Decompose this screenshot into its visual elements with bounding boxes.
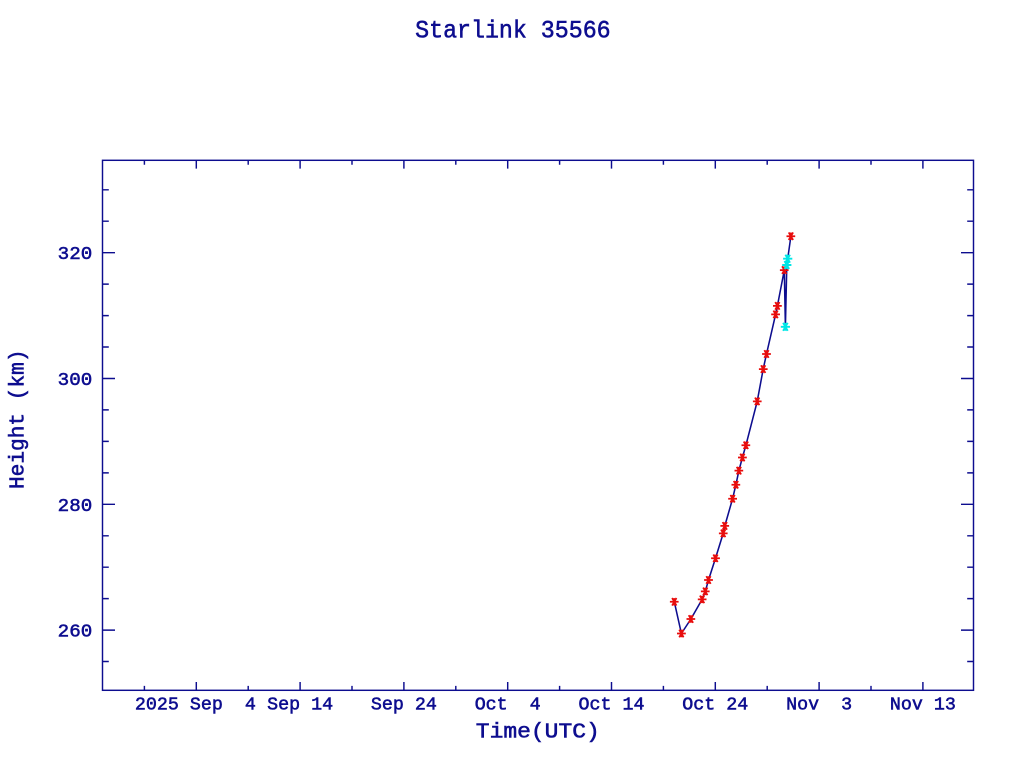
svg-text:280: 280 xyxy=(58,496,93,517)
svg-text:320: 320 xyxy=(58,244,93,265)
svg-text:Starlink 35566: Starlink 35566 xyxy=(415,17,611,46)
svg-text:Nov 3: Nov 3 xyxy=(786,695,852,716)
svg-text:Nov 13: Nov 13 xyxy=(890,695,956,716)
svg-text:260: 260 xyxy=(58,622,93,643)
svg-text:Oct 24: Oct 24 xyxy=(682,695,748,716)
svg-text:Sep 14: Sep 14 xyxy=(267,695,333,716)
svg-text:Oct 4: Oct 4 xyxy=(475,695,541,716)
svg-text:Height (km): Height (km) xyxy=(7,350,30,490)
svg-text:Oct 14: Oct 14 xyxy=(579,695,645,716)
svg-text:2025 Sep 4: 2025 Sep 4 xyxy=(135,695,256,716)
svg-text:Sep 24: Sep 24 xyxy=(371,695,437,716)
svg-text:300: 300 xyxy=(58,370,93,391)
svg-text:Time(UTC): Time(UTC) xyxy=(476,722,600,745)
